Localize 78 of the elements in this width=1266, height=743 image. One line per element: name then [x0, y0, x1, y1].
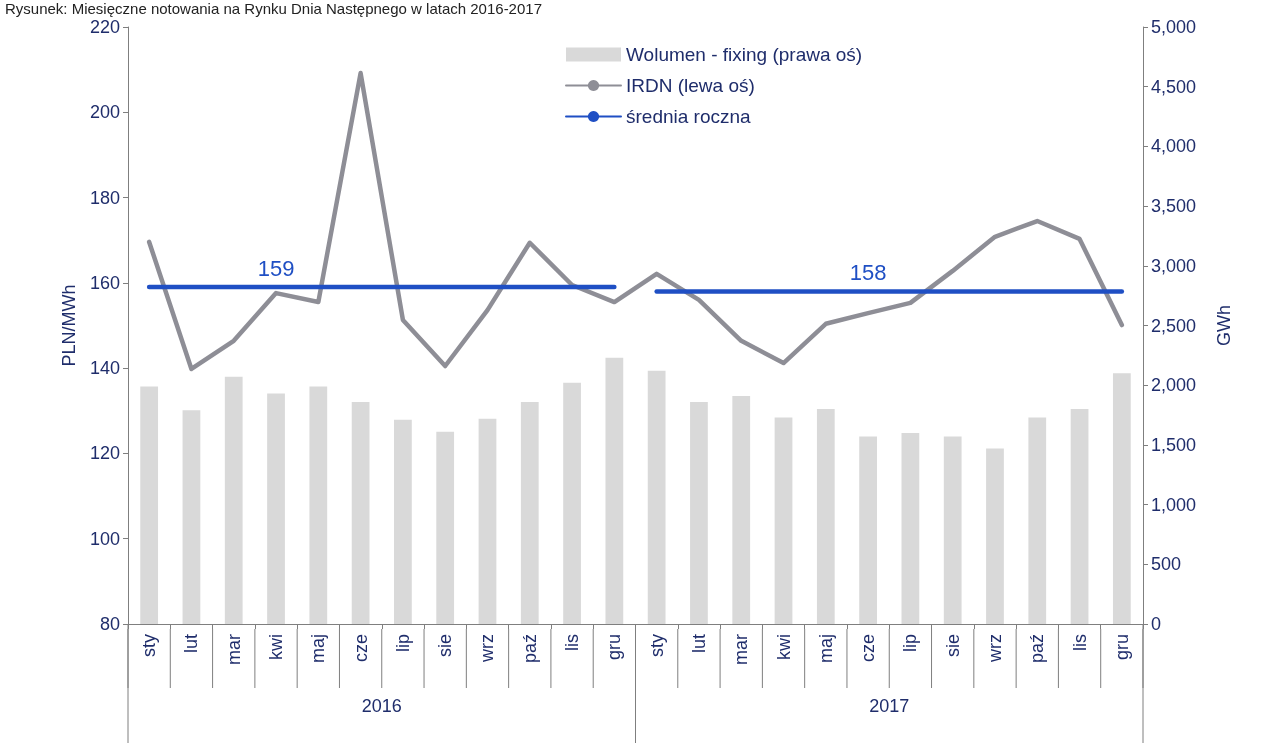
y2-tick-label: 5,000: [1151, 17, 1197, 37]
x-tick-label: cze: [858, 634, 879, 663]
y-tick-label: 120: [89, 443, 120, 464]
x-tick-label: lis: [1069, 634, 1090, 651]
y2-tick-label: 1,500: [1151, 434, 1197, 455]
x-tick-label: mar: [223, 634, 244, 665]
y2-tick-label: 3,500: [1151, 196, 1197, 217]
bar: [351, 401, 370, 624]
bar: [436, 431, 455, 624]
x-tick-label: maj: [815, 634, 836, 664]
bar: [1070, 409, 1089, 624]
x-tick-label: gru: [1111, 634, 1132, 661]
bar: [859, 436, 877, 624]
x-tick-label: maj: [308, 634, 329, 664]
bar: [182, 410, 201, 624]
bar: [647, 370, 666, 624]
bar: [774, 417, 793, 624]
y2-tick-label: 3,000: [1151, 255, 1197, 276]
x-tick-label: mar: [731, 634, 752, 665]
y-tick-label: 100: [89, 528, 120, 549]
y2-axis-title: GWh: [1214, 304, 1234, 347]
data-label: 159: [257, 255, 295, 281]
bar: [943, 436, 962, 624]
y2-tick-label: 4,500: [1151, 76, 1197, 97]
legend-label: IRDN (lewa oś): [626, 75, 755, 96]
y-tick-label: 160: [89, 272, 120, 293]
bar: [563, 382, 581, 624]
x-tick-label: paź: [519, 634, 540, 664]
bar: [986, 448, 1004, 624]
x-tick-label: kwi: [266, 634, 287, 660]
y-tick-label: 200: [89, 102, 120, 123]
bar: [901, 432, 920, 624]
x-tick-label: sty: [139, 634, 160, 658]
bar: [520, 401, 539, 624]
x-tick-label: sie: [942, 634, 963, 658]
legend-label: Wolumen - fixing (prawa oś): [626, 44, 863, 65]
bar: [732, 395, 751, 624]
bar: [309, 386, 328, 624]
x-tick-label: sty: [646, 634, 667, 658]
x-tick-label: lut: [688, 634, 709, 654]
x-tick-label: lut: [181, 634, 202, 654]
y-tick-label: 220: [89, 17, 120, 37]
y-tick-label: 180: [89, 187, 120, 208]
bar: [267, 393, 285, 624]
y2-tick-label: 2,500: [1151, 315, 1197, 336]
legend-label: średnia roczna: [626, 106, 752, 127]
x-tick-label: sie: [435, 634, 456, 658]
x-tick-label: wrz: [984, 634, 1005, 663]
data-label: 158: [849, 259, 887, 285]
y2-tick-label: 4,000: [1151, 136, 1197, 157]
x-tick-label: lis: [562, 634, 583, 651]
line-series: [146, 70, 1125, 372]
x-tick-label: gru: [604, 634, 625, 661]
x-tick-label: cze: [350, 634, 371, 663]
y2-tick-label: 1,000: [1151, 494, 1197, 515]
x-tick-label: kwi: [773, 634, 794, 660]
bar: [1028, 417, 1047, 624]
y-axis-title: PLN/MWh: [59, 284, 79, 367]
y-tick-label: 140: [89, 358, 120, 379]
bar: [394, 419, 412, 624]
text: 2017: [869, 696, 910, 716]
y2-tick-label: 0: [1151, 614, 1162, 634]
bar: [224, 376, 243, 624]
y2-tick-label: 2,000: [1151, 375, 1197, 396]
x-tick-label: wrz: [477, 634, 498, 663]
x-tick-label: lip: [900, 634, 921, 653]
x-tick-label: paź: [1027, 634, 1048, 664]
bar: [816, 409, 835, 624]
y-tick-label: 80: [99, 614, 120, 634]
bar: [140, 386, 159, 624]
bar: [478, 418, 497, 624]
bar: [690, 401, 708, 624]
y2-tick-label: 500: [1151, 554, 1182, 575]
chart-title: Rysunek: Miesięczne notowania na Rynku Dnia Następnego w latach 2016-2017: [5, 0, 542, 17]
text: 2016: [361, 696, 402, 716]
bar: [1112, 373, 1131, 624]
bar: [605, 357, 624, 624]
x-tick-label: lip: [392, 634, 413, 653]
